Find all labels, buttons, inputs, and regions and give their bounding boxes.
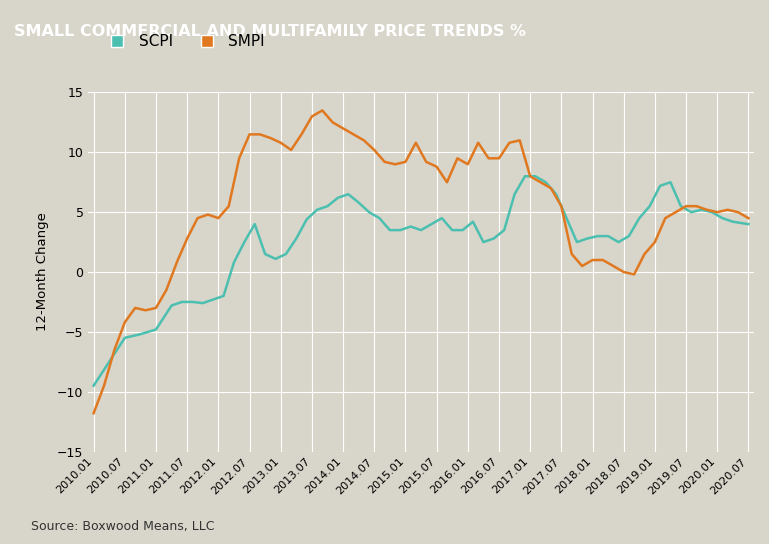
Legend: SCPI, SMPI: SCPI, SMPI xyxy=(96,28,271,55)
Y-axis label: 12-Month Change: 12-Month Change xyxy=(36,213,49,331)
Text: Source: Boxwood Means, LLC: Source: Boxwood Means, LLC xyxy=(31,520,215,533)
Text: SMALL COMMERCIAL AND MULTIFAMILY PRICE TRENDS %: SMALL COMMERCIAL AND MULTIFAMILY PRICE T… xyxy=(14,24,526,39)
